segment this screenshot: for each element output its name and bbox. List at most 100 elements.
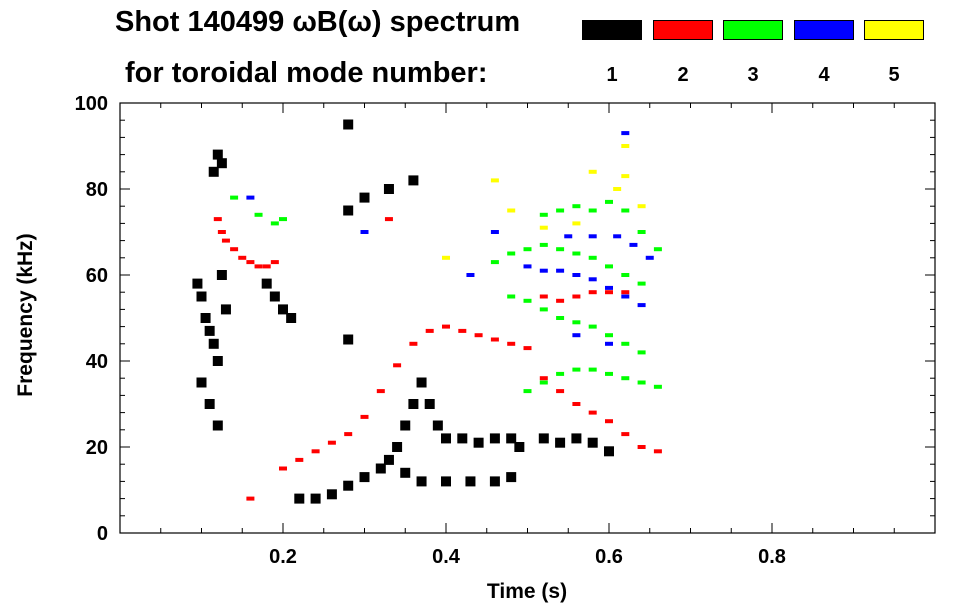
data-point <box>555 437 566 448</box>
data-point <box>278 304 288 315</box>
data-point <box>539 268 548 273</box>
data-point <box>523 346 532 351</box>
data-point <box>393 363 402 368</box>
y-axis-label: Frequency (kHz) <box>14 233 37 396</box>
data-point <box>489 433 500 444</box>
data-point <box>457 433 468 444</box>
data-point <box>424 399 435 409</box>
y-tick-label: 20 <box>86 437 108 459</box>
data-point <box>637 230 646 234</box>
data-point <box>604 446 614 457</box>
series-mode-2 <box>213 217 662 501</box>
data-point <box>326 489 337 500</box>
y-tick-label: 100 <box>75 93 108 115</box>
data-point <box>613 234 622 239</box>
data-point <box>523 264 532 269</box>
data-point <box>409 341 418 346</box>
data-point <box>408 399 419 409</box>
data-point <box>216 270 227 280</box>
data-point <box>637 445 646 449</box>
data-point <box>489 476 500 487</box>
data-point <box>507 251 516 256</box>
data-point <box>556 316 565 320</box>
data-point <box>556 208 565 213</box>
data-point <box>238 255 247 260</box>
series-mode-5 <box>442 144 646 260</box>
data-point <box>605 341 613 346</box>
legend-label-4: 4 <box>818 64 830 86</box>
data-point <box>208 166 219 177</box>
data-point <box>588 367 597 372</box>
data-point <box>605 371 613 376</box>
y-tick-label: 60 <box>86 265 108 287</box>
data-point <box>294 493 305 504</box>
legend-label-2: 2 <box>677 64 689 86</box>
data-point <box>571 433 582 444</box>
data-point <box>400 467 411 478</box>
data-point <box>466 273 475 277</box>
data-point <box>196 377 207 388</box>
data-point <box>572 367 581 372</box>
data-point <box>360 230 369 234</box>
data-point <box>653 449 662 454</box>
data-point <box>246 195 255 200</box>
data-point <box>523 298 532 303</box>
data-point <box>416 377 427 388</box>
data-point <box>605 290 613 295</box>
data-point <box>408 175 419 186</box>
data-point <box>400 420 411 431</box>
data-point <box>514 442 525 452</box>
data-point <box>588 255 597 260</box>
data-point <box>637 380 646 385</box>
data-point <box>269 291 280 302</box>
data-point <box>442 324 450 329</box>
data-point <box>473 437 484 448</box>
data-point <box>621 174 630 179</box>
data-point <box>343 119 354 130</box>
data-point <box>629 242 638 247</box>
data-point <box>344 432 353 437</box>
series-mode-3 <box>230 195 662 394</box>
data-point <box>539 294 548 299</box>
data-point <box>653 247 662 252</box>
data-point <box>506 433 517 444</box>
chart-subtitle: for toroidal mode number: <box>125 57 488 89</box>
data-point <box>588 169 597 174</box>
data-point <box>605 419 613 424</box>
x-tick-label: 0.6 <box>595 546 623 568</box>
data-point <box>621 144 630 148</box>
data-point <box>572 402 581 406</box>
data-point <box>200 313 211 323</box>
data-point <box>587 437 598 448</box>
data-point <box>327 440 336 445</box>
data-point <box>204 399 215 409</box>
legend-swatch-4 <box>794 20 854 40</box>
data-point <box>572 273 581 277</box>
data-point <box>605 264 613 269</box>
data-point <box>474 333 483 338</box>
data-point <box>539 225 548 230</box>
data-point <box>208 338 219 349</box>
data-point <box>490 230 499 234</box>
data-point <box>246 496 255 501</box>
data-point <box>621 273 630 277</box>
data-point <box>311 449 320 454</box>
data-point <box>246 260 255 265</box>
data-point <box>432 420 443 431</box>
data-point <box>458 328 467 333</box>
data-point <box>416 476 427 487</box>
data-point <box>637 204 646 209</box>
data-point <box>588 277 597 282</box>
data-point <box>539 380 548 385</box>
data-point <box>279 217 287 222</box>
data-point <box>564 234 573 239</box>
data-point <box>343 205 354 216</box>
legend-label-3: 3 <box>747 64 759 86</box>
data-point <box>220 304 231 315</box>
data-point <box>204 325 215 336</box>
data-point <box>442 255 450 260</box>
data-point <box>588 324 597 329</box>
data-point <box>212 420 223 431</box>
data-point <box>621 341 630 346</box>
